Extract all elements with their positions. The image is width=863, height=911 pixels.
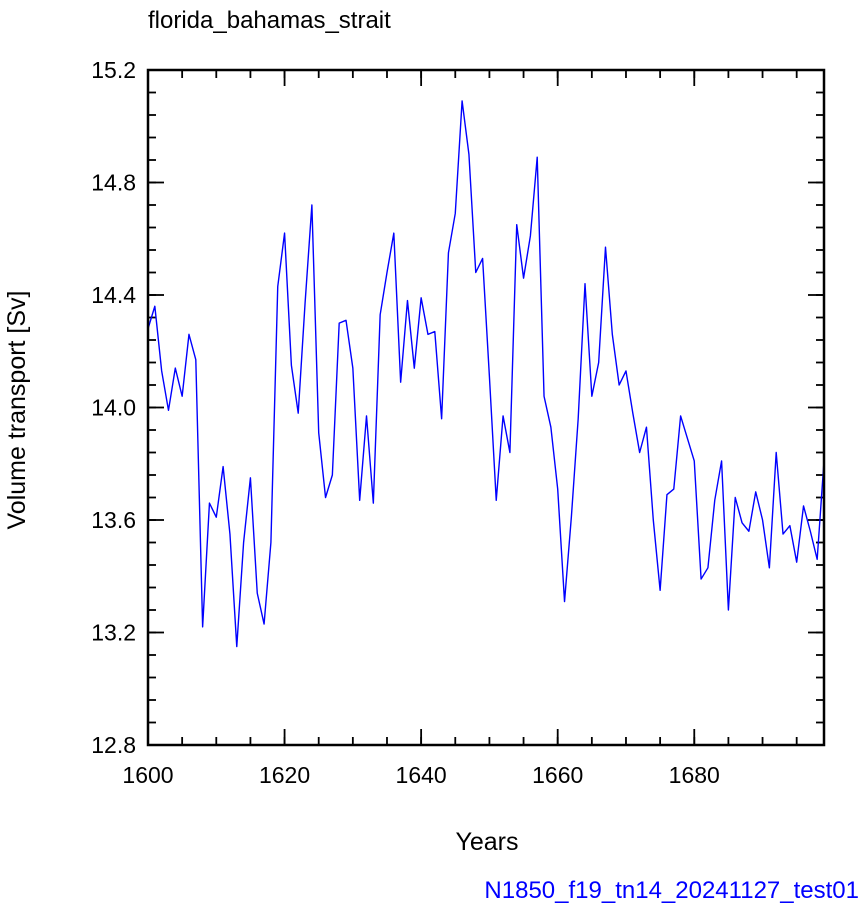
series-line	[147, 100, 825, 648]
x-tick-label: 1640	[396, 762, 447, 788]
plot-frame	[146, 68, 826, 747]
tick-labels: 1600 1620 1640 1660 1680 12.8 13.2 13.6 14.0 14.4…	[91, 57, 720, 788]
major-ticks	[147, 69, 824, 746]
chart-title: florida_bahamas_strait	[148, 7, 391, 34]
y-axis-title: Volume transport [Sv]	[3, 290, 31, 529]
y-tick-label: 14.0	[91, 395, 136, 421]
x-axis-title: Years	[455, 828, 518, 856]
x-tick-label: 1660	[532, 762, 583, 788]
y-tick-label: 12.8	[91, 732, 136, 758]
x-tick-label: 1620	[259, 762, 310, 788]
y-tick-label: 13.2	[91, 620, 136, 646]
y-tick-label: 14.4	[91, 282, 136, 308]
run-caption: N1850_f19_tn14_20241127_test01	[484, 877, 859, 904]
y-tick-label: 14.8	[91, 170, 136, 196]
y-tick-label: 15.2	[91, 57, 136, 83]
minor-ticks	[147, 69, 824, 746]
x-tick-label: 1680	[669, 762, 720, 788]
y-tick-label: 13.6	[91, 507, 136, 533]
series-layer	[147, 100, 825, 648]
x-tick-label: 1600	[122, 762, 173, 788]
